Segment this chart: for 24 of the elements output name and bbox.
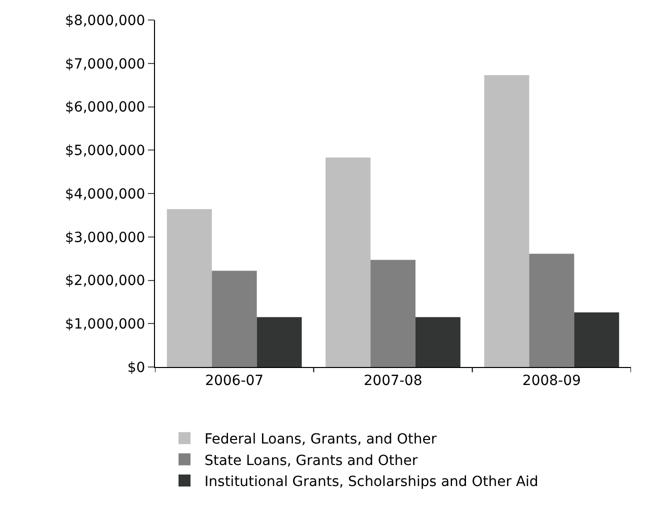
bar [166,209,212,367]
x-tick-label: 2006-07 [205,372,264,389]
bar [574,312,620,367]
y-tick-label: $1,000,000 [65,316,146,333]
y-tick-label: $8,000,000 [65,12,146,29]
bar [484,75,530,367]
y-tick-label: $3,000,000 [65,230,146,246]
bar [415,317,460,367]
y-tick-label: $2,000,000 [65,273,146,290]
y-tick-label: $7,000,000 [65,56,146,72]
legend-label: Institutional Grants, Scholarships and Other Aid [204,474,538,490]
bar [326,158,371,367]
bar [212,270,257,367]
bar [256,317,302,367]
y-tick-label: $6,000,000 [65,100,146,116]
y-tick-label: $0 [127,360,146,376]
bar [370,260,416,367]
bar [529,254,574,367]
x-tick-label: 2008-09 [522,372,581,389]
y-tick-label: $5,000,000 [65,143,146,160]
legend-label: State Loans, Grants and Other [204,452,418,469]
x-tick-label: 2007-08 [364,372,422,389]
legend-label: Federal Loans, Grants, and Other [204,432,437,448]
y-tick-label: $4,000,000 [65,186,146,202]
